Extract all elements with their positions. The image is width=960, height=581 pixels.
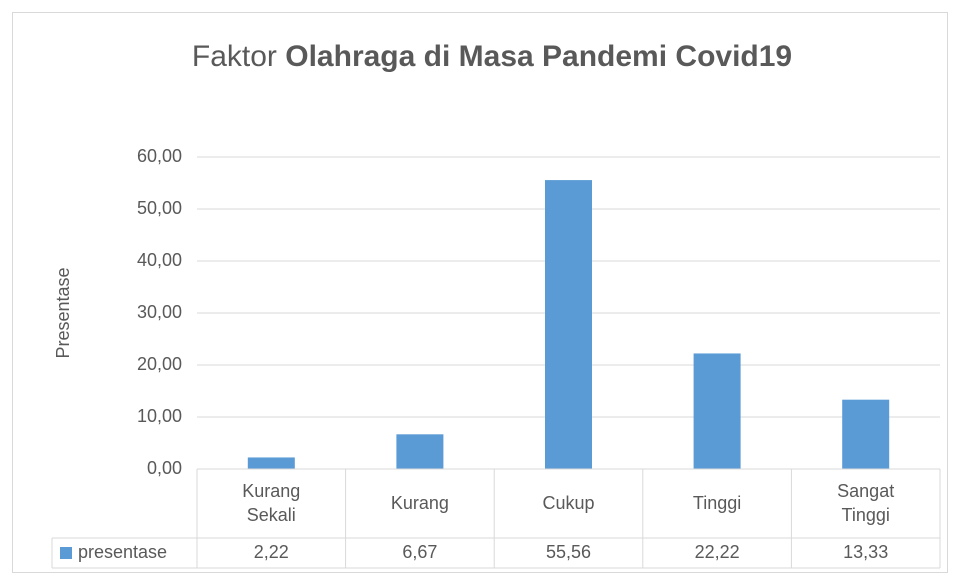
y-tick-label: 30,00 (137, 302, 182, 322)
x-tick-label: Sangat Tinggi (837, 481, 895, 525)
title-regular: Faktor (192, 40, 277, 73)
y-tick-label: 0,00 (147, 458, 182, 478)
x-tick-label: Kurang Sekali (242, 481, 301, 525)
y-tick-label: 20,00 (137, 354, 182, 374)
title-bold: Olahraga di Masa Pandemi Covid19 (285, 40, 792, 73)
bar (693, 353, 741, 469)
table-value: 6,67 (402, 542, 438, 563)
legend-label: presentase (78, 542, 168, 563)
table-value: 13,33 (843, 542, 889, 563)
x-tick-label: Kurang (390, 492, 449, 513)
table-value: 22,22 (694, 542, 740, 563)
legend-swatch (60, 547, 72, 559)
y-tick-label: 40,00 (137, 250, 182, 270)
chart-title: Faktor Olahraga di Masa Pandemi Covid19 (192, 40, 792, 73)
y-tick-label: 10,00 (137, 406, 182, 426)
bar (396, 434, 444, 469)
table-value: 2,22 (253, 542, 289, 563)
y-tick-label: 60,00 (137, 146, 182, 166)
y-tick-label: 50,00 (137, 198, 182, 218)
bar (842, 399, 890, 469)
table-value: 55,56 (545, 542, 591, 563)
x-tick-label: Cukup (542, 492, 595, 513)
bar (247, 457, 295, 469)
chart-frame (12, 12, 948, 573)
bar (545, 180, 592, 469)
x-tick-label: Tinggi (692, 492, 742, 513)
y-axis-label: Presentase (53, 267, 73, 358)
